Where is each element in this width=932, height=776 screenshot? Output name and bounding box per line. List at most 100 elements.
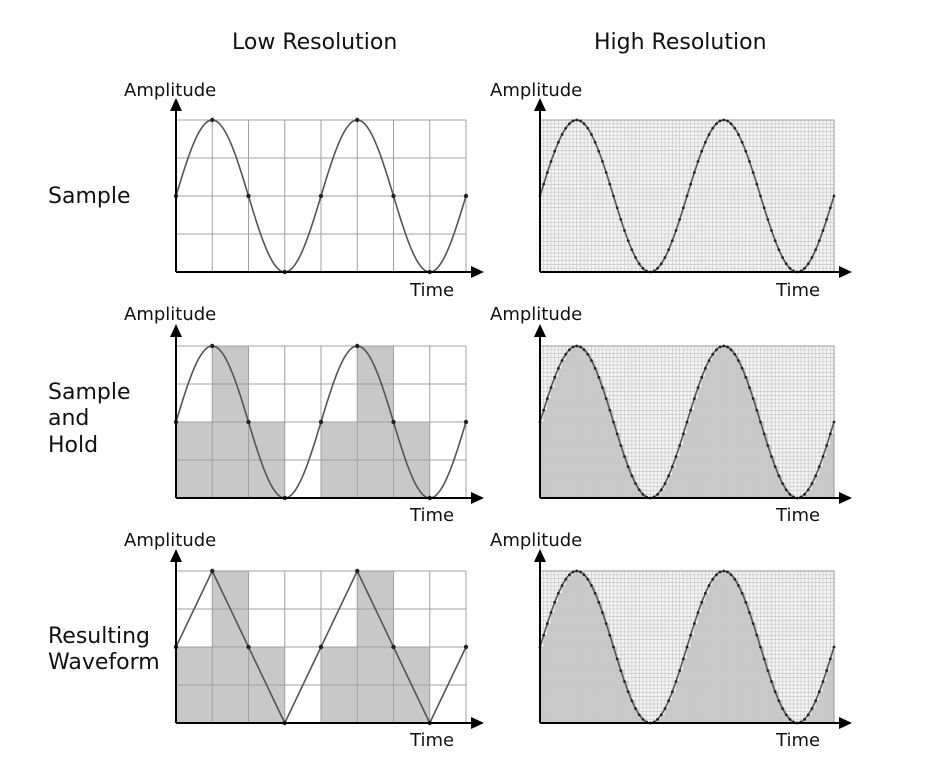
sample-point <box>755 408 759 412</box>
sample-point <box>751 397 755 400</box>
amplitude-axis-arrow <box>534 98 546 111</box>
plot-result-high: Amplitude Time <box>490 530 852 751</box>
sample-point <box>667 248 671 252</box>
sample-point <box>579 345 582 349</box>
sample-point <box>355 343 360 349</box>
plot-sample-low: Amplitude Time <box>124 80 484 301</box>
sample-point <box>597 149 601 153</box>
sample-point <box>579 119 582 123</box>
sample-point <box>770 229 773 232</box>
sample-point <box>806 262 810 266</box>
sample-point <box>590 359 593 362</box>
sample-point <box>674 455 678 458</box>
sample-point <box>810 707 814 710</box>
sample-point <box>593 366 597 370</box>
sample-point <box>210 117 215 123</box>
sample-point <box>703 366 707 370</box>
sample-point <box>582 573 586 577</box>
sample-point <box>707 133 711 136</box>
sample-point <box>784 488 788 492</box>
sample-point <box>630 474 634 478</box>
sample-point <box>542 633 546 637</box>
sample-point <box>784 713 788 717</box>
sample-point <box>608 633 612 637</box>
amplitude-axis-label: Amplitude <box>490 530 582 551</box>
sample-point <box>755 182 759 186</box>
sample-point <box>711 352 715 356</box>
sample-point <box>670 239 674 243</box>
sample-point <box>821 680 825 683</box>
sample-point <box>681 206 685 210</box>
row-label-line: Waveform <box>48 650 160 676</box>
sample-point <box>762 206 766 210</box>
sample-point <box>781 707 784 710</box>
sample-point <box>703 140 707 144</box>
sample-point <box>733 126 737 130</box>
sample-point <box>556 366 560 370</box>
sample-point <box>689 182 693 186</box>
row-label-resulting-waveform: Resulting Waveform <box>48 624 160 677</box>
sample-point <box>641 717 645 721</box>
amplitude-axis-arrow <box>170 98 182 111</box>
sample-point <box>355 117 360 123</box>
sample-point <box>246 644 251 650</box>
sample-point <box>623 455 626 458</box>
sample-point <box>700 600 704 604</box>
sample-point <box>740 591 744 595</box>
sample-point <box>692 171 696 174</box>
sample-point <box>656 717 659 721</box>
sample-point <box>832 194 836 198</box>
sample-point <box>560 584 564 587</box>
sample-point <box>700 149 704 153</box>
sample-point <box>615 206 619 210</box>
sample-point <box>748 611 751 614</box>
sample-point <box>729 573 733 577</box>
sample-point <box>612 645 615 649</box>
sample-point <box>681 432 685 436</box>
sample-point <box>568 122 571 126</box>
row-label-line: Hold <box>48 432 99 458</box>
time-axis-arrow <box>471 492 484 504</box>
sample-point <box>391 419 396 425</box>
sample-point <box>828 206 832 210</box>
sample-point <box>568 573 571 577</box>
sample-point <box>601 611 604 614</box>
sample-point <box>759 420 762 424</box>
time-axis-arrow <box>471 717 484 729</box>
sample-point <box>593 140 597 144</box>
sample-point <box>608 408 612 412</box>
sample-point <box>781 256 784 259</box>
sample-point <box>832 645 836 649</box>
sample-point <box>733 352 737 356</box>
sample-point <box>689 408 693 412</box>
sample-point <box>355 568 360 574</box>
sample-point <box>619 444 623 447</box>
sample-point <box>601 160 604 163</box>
sample-point <box>630 248 634 252</box>
sample-point <box>623 229 626 232</box>
sample-point <box>825 444 829 447</box>
sample-point <box>634 482 637 485</box>
sample-point <box>692 397 696 400</box>
sample-point <box>246 419 251 425</box>
sample-point <box>626 239 630 243</box>
sample-point <box>810 482 814 485</box>
sample-point <box>663 707 667 710</box>
row-label-line: and <box>48 406 90 432</box>
sample-point <box>759 645 762 649</box>
sample-point <box>828 657 832 661</box>
sample-point <box>722 569 726 573</box>
time-axis-arrow <box>471 266 484 278</box>
sample-point <box>626 465 630 469</box>
sample-point <box>626 690 630 694</box>
sample-point <box>667 699 671 703</box>
sample-point <box>773 239 777 243</box>
sample-point <box>634 707 637 710</box>
sample-point <box>803 266 806 270</box>
time-axis-label: Time <box>409 280 454 301</box>
sample-point <box>696 160 700 163</box>
sample-point <box>318 193 324 199</box>
sample-point <box>696 611 700 614</box>
sample-point <box>623 680 626 683</box>
